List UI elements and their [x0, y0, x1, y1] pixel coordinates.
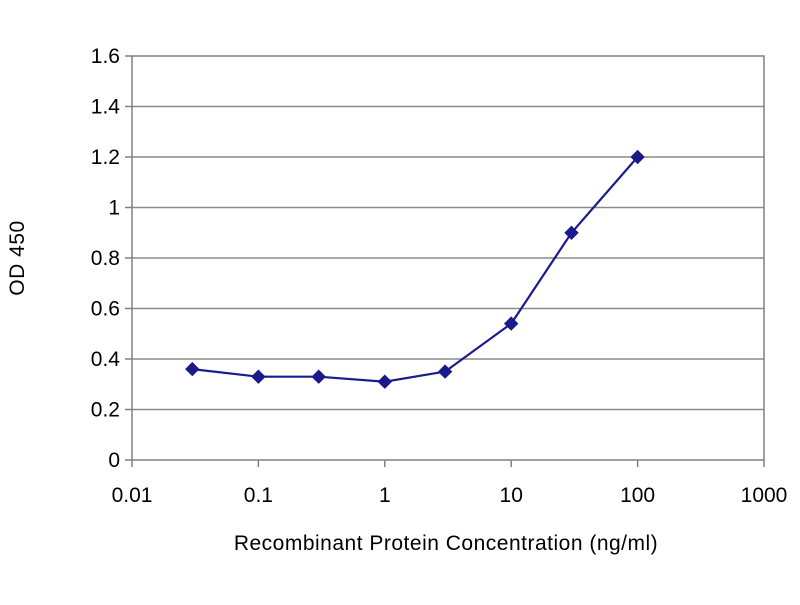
gridlines — [132, 105, 764, 411]
x-tick-label: 1 — [379, 484, 391, 507]
series — [185, 149, 645, 389]
data-point — [437, 364, 453, 379]
data-point — [185, 361, 200, 377]
y-tick-label: 1.2 — [91, 146, 120, 169]
x-tick-label: 10 — [500, 484, 523, 507]
y-axis-title: OD 450 — [6, 220, 29, 295]
data-point — [503, 316, 519, 331]
y-tick-label: 0.8 — [91, 247, 120, 270]
data-point — [564, 225, 579, 241]
x-axis-title: Recombinant Protein Concentration (ng/ml… — [234, 532, 658, 555]
y-tick-label: 0 — [108, 449, 120, 472]
data-point — [311, 369, 326, 384]
x-axis-ticks: 0.01 0.1 1 10 100 1000 — [112, 460, 788, 507]
data-point — [630, 149, 645, 165]
data-point — [377, 374, 393, 389]
y-tick-label: 0.6 — [91, 298, 120, 321]
series-line — [192, 156, 639, 383]
y-tick-label: 1.4 — [91, 96, 121, 119]
y-tick-label: 0.4 — [91, 348, 121, 371]
x-tick-label: 0.1 — [244, 484, 273, 507]
x-tick-label: 100 — [620, 484, 655, 507]
x-tick-label: 1000 — [741, 484, 788, 507]
x-tick-label: 0.01 — [112, 484, 153, 507]
y-axis-ticks: 0 0.2 0.4 0.6 0.8 1 1.2 1.4 1.6 — [91, 45, 132, 472]
y-tick-label: 0.2 — [91, 399, 120, 422]
data-point — [251, 369, 266, 384]
y-tick-label: 1 — [108, 197, 120, 220]
y-tick-label: 1.6 — [91, 45, 120, 68]
